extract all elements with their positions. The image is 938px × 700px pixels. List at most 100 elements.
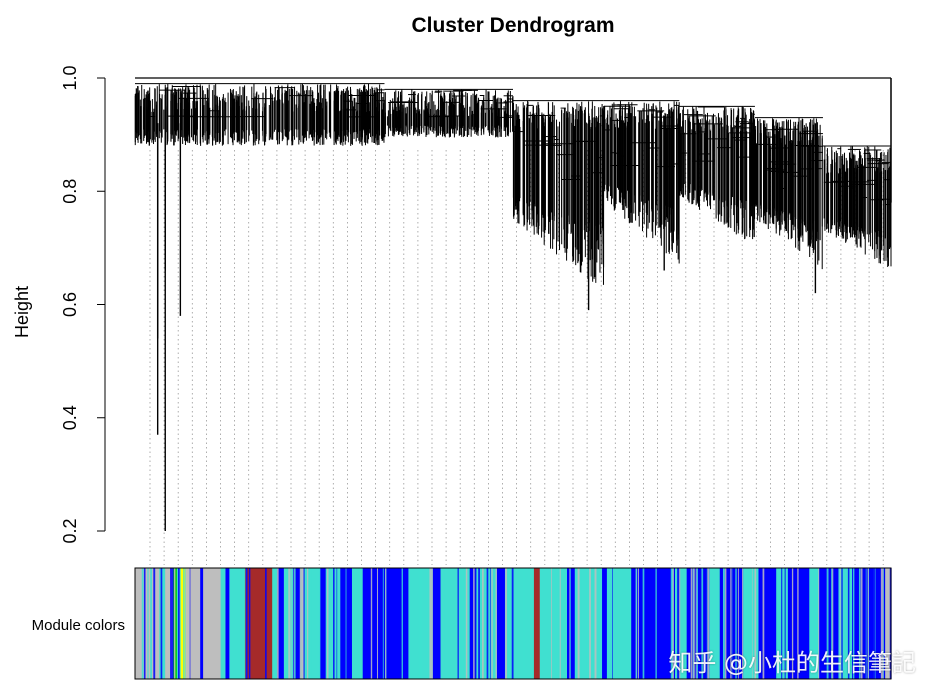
module-color-blue xyxy=(469,568,476,679)
module-color-turquoise xyxy=(272,568,278,679)
module-color-turquoise xyxy=(723,568,725,679)
module-color-grey xyxy=(742,568,744,679)
dendrogram-branch-minima xyxy=(156,123,817,531)
module-color-blue xyxy=(668,568,670,679)
module-color-blue xyxy=(153,568,156,679)
module-color-grey xyxy=(693,568,695,679)
module-color-grey xyxy=(695,568,697,679)
module-color-turquoise xyxy=(141,568,144,679)
module-color-blue xyxy=(604,568,606,679)
module-color-blue xyxy=(705,568,708,679)
module-color-turquoise xyxy=(420,568,423,679)
module-color-turquoise xyxy=(345,568,347,679)
module-color-blue xyxy=(829,568,832,679)
module-color-turquoise xyxy=(360,568,363,679)
y-axis: 0.2 0.4 0.6 0.8 1.0 xyxy=(60,65,106,544)
module-color-blue xyxy=(177,568,180,679)
module-color-grey xyxy=(762,568,765,679)
module-color-grey xyxy=(186,568,201,679)
module-color-turquoise xyxy=(831,568,833,679)
module-color-blue xyxy=(767,568,769,679)
module-color-blue xyxy=(189,568,191,679)
module-color-turquoise xyxy=(150,568,153,679)
watermark-text: 知乎 @小杜的生信筆記 xyxy=(668,649,916,677)
module-color-blue xyxy=(398,568,400,679)
module-color-grey xyxy=(505,568,507,679)
module-color-blue xyxy=(395,568,398,679)
module-color-turquoise xyxy=(401,568,403,679)
module-color-blue xyxy=(319,568,327,679)
module-color-blue xyxy=(847,568,850,679)
module-colors-bar xyxy=(134,567,892,680)
module-color-grey xyxy=(751,568,753,679)
module-color-grey xyxy=(203,568,222,679)
module-color-blue xyxy=(160,568,163,679)
module-color-turquoise xyxy=(444,568,445,679)
module-color-grey xyxy=(724,568,727,679)
module-color-blue xyxy=(277,568,285,679)
y-tick-label: 0.8 xyxy=(60,179,80,204)
module-color-turquoise xyxy=(183,568,185,679)
module-color-turquoise xyxy=(722,568,724,679)
module-color-grey xyxy=(473,568,475,679)
y-tick-label: 0.4 xyxy=(60,405,80,430)
module-color-turquoise xyxy=(757,568,759,679)
module-color-blue xyxy=(245,568,248,679)
module-color-blue xyxy=(677,568,679,679)
module-color-grey xyxy=(429,568,431,679)
module-color-turquoise xyxy=(683,568,686,679)
module-color-turquoise xyxy=(701,568,704,679)
module-color-turquoise xyxy=(147,568,149,679)
module-color-grey xyxy=(818,568,820,679)
module-color-turquoise xyxy=(462,568,464,679)
module-color-grey xyxy=(166,568,167,679)
module-color-blue xyxy=(567,568,576,679)
module-color-grey xyxy=(690,568,693,679)
module-color-grey xyxy=(754,568,757,679)
module-color-blue xyxy=(650,568,652,679)
module-color-grey xyxy=(707,568,710,679)
module-color-turquoise xyxy=(676,568,677,679)
module-color-blue xyxy=(511,568,514,679)
module-color-grey xyxy=(299,568,302,679)
module-color-grey xyxy=(867,568,869,679)
module-color-turquoise xyxy=(318,568,321,679)
module-colors-label: Module colors xyxy=(32,617,125,634)
module-color-grey xyxy=(885,568,892,679)
module-color-grey xyxy=(495,568,497,679)
module-color-turquoise xyxy=(865,568,867,679)
module-color-turquoise xyxy=(670,568,673,679)
module-color-brown xyxy=(533,568,541,679)
module-color-turquoise xyxy=(826,568,829,679)
module-color-grey xyxy=(882,568,884,679)
module-color-turquoise xyxy=(635,568,637,679)
module-color-grey xyxy=(138,568,141,679)
module-color-grey xyxy=(831,568,834,679)
module-color-grey xyxy=(301,568,304,679)
module-color-grey xyxy=(165,568,174,679)
module-color-turquoise xyxy=(874,568,876,679)
module-color-blue xyxy=(264,568,267,679)
module-color-grey xyxy=(672,568,674,679)
module-color-blue xyxy=(496,568,506,679)
module-color-grey xyxy=(307,568,309,679)
module-color-grey xyxy=(385,568,387,679)
module-color-grey xyxy=(679,568,681,679)
module-color-grey xyxy=(880,568,883,679)
module-color-blue xyxy=(781,568,783,679)
module-color-turquoise xyxy=(461,568,463,679)
module-color-turquoise xyxy=(883,568,884,679)
module-color-blue xyxy=(758,568,760,679)
module-color-blue xyxy=(834,568,837,679)
module-color-turquoise xyxy=(614,568,616,679)
module-color-turquoise xyxy=(184,568,186,679)
module-color-turquoise xyxy=(484,568,486,679)
y-tick-label: 0.6 xyxy=(60,292,80,317)
module-color-turquoise xyxy=(655,568,657,679)
module-color-grey xyxy=(276,568,279,679)
module-color-turquoise xyxy=(291,568,294,679)
module-color-blue xyxy=(819,568,839,679)
module-color-turquoise xyxy=(464,568,467,679)
